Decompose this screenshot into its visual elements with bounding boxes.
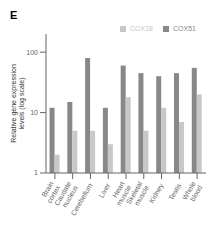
svg-text:10: 10 xyxy=(30,109,38,116)
svg-text:Skeletalmuscle: Skeletalmuscle xyxy=(125,180,150,209)
svg-text:Relative gene expressionlevels: Relative gene expressionlevels (log scal… xyxy=(10,64,26,143)
svg-text:1: 1 xyxy=(34,169,38,176)
svg-text:Kidney: Kidney xyxy=(148,182,166,205)
svg-text:Liver: Liver xyxy=(98,182,112,199)
svg-text:100: 100 xyxy=(26,49,38,56)
svg-text:Cerebellum: Cerebellum xyxy=(69,182,93,217)
svg-text:Wholeblood: Wholeblood xyxy=(181,180,204,205)
